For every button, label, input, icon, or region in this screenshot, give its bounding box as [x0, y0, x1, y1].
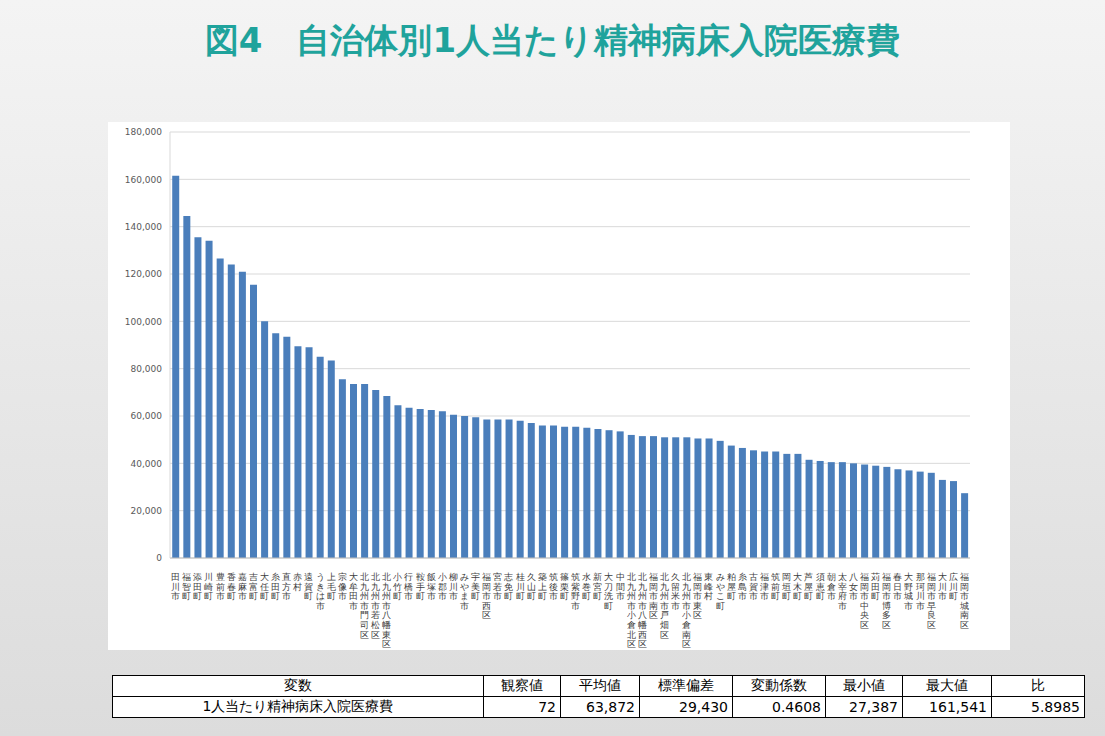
svg-text:大川市: 大川市	[938, 572, 947, 601]
svg-text:粕屋町: 粕屋町	[727, 572, 736, 601]
svg-text:添田町: 添田町	[193, 572, 202, 601]
svg-text:北九州市戸畑区: 北九州市戸畑区	[660, 572, 669, 640]
html-text:変数: 変数	[284, 677, 312, 693]
svg-text:北九州市門司区: 北九州市門司区	[360, 572, 369, 640]
svg-text:八女市: 八女市	[849, 572, 858, 601]
svg-text:新宮町: 新宮町	[593, 572, 602, 601]
svg-text:180,000: 180,000	[125, 127, 162, 137]
svg-text:大木町: 大木町	[793, 572, 802, 601]
svg-text:福岡市博多区: 福岡市博多区	[882, 572, 891, 630]
svg-text:160,000: 160,000	[125, 175, 162, 185]
svg-text:北九州市八幡西区: 北九州市八幡西区	[638, 572, 647, 649]
svg-text:香春町: 香春町	[227, 572, 236, 601]
html-text:63,872: 63,872	[586, 699, 635, 715]
svg-text:行橋市: 行橋市	[404, 572, 413, 601]
svg-text:みやま市: みやま市	[460, 572, 469, 611]
svg-text:遠賀町: 遠賀町	[304, 572, 313, 601]
svg-text:桂川町: 桂川町	[515, 572, 525, 601]
svg-text:60,000: 60,000	[131, 411, 163, 421]
html-text:72: 72	[538, 699, 556, 715]
svg-text:須恵町: 須恵町	[815, 572, 825, 601]
html-text:27,387: 27,387	[849, 699, 898, 715]
svg-text:飯塚市: 飯塚市	[426, 572, 436, 601]
svg-text:福津市: 福津市	[760, 572, 769, 601]
svg-text:岡垣町: 岡垣町	[781, 572, 791, 601]
svg-text:宗像市: 宗像市	[338, 572, 347, 601]
html-text:最小値: 最小値	[843, 677, 885, 693]
svg-text:広川町: 広川町	[949, 572, 958, 601]
svg-text:筑後市: 筑後市	[549, 572, 558, 601]
html-text:161,541: 161,541	[929, 699, 987, 715]
svg-text:福岡市中央区: 福岡市中央区	[860, 572, 869, 630]
svg-text:120,000: 120,000	[125, 269, 162, 279]
svg-text:筑紫野市: 筑紫野市	[571, 572, 580, 611]
svg-text:豊前市: 豊前市	[216, 572, 225, 601]
svg-text:赤村: 赤村	[292, 572, 302, 592]
svg-text:春日市: 春日市	[893, 572, 902, 601]
svg-text:筑前町: 筑前町	[771, 572, 780, 601]
svg-text:東峰村: 東峰村	[703, 572, 713, 601]
svg-text:北九州市小倉南区: 北九州市小倉南区	[682, 572, 691, 649]
svg-text:芦屋町: 芦屋町	[804, 572, 813, 601]
html-text:図4 自治体別1人当たり精神病床入院医療費: 図4 自治体別1人当たり精神病床入院医療費	[204, 20, 901, 60]
svg-text:柳川市: 柳川市	[449, 572, 458, 601]
svg-text:小郡市: 小郡市	[438, 572, 447, 601]
svg-text:那珂川市: 那珂川市	[916, 572, 925, 611]
html-text:5.8985: 5.8985	[1031, 699, 1080, 715]
svg-text:福智町: 福智町	[182, 572, 191, 601]
svg-text:古賀市: 古賀市	[749, 572, 758, 601]
svg-text:100,000: 100,000	[125, 317, 162, 327]
svg-text:嘉麻市: 嘉麻市	[238, 572, 247, 601]
svg-text:小竹町: 小竹町	[393, 572, 402, 601]
svg-text:北九州市八幡東区: 北九州市八幡東区	[382, 572, 391, 649]
svg-text:直方市: 直方市	[282, 572, 291, 601]
html-text:変動係数: 変動係数	[751, 677, 807, 693]
svg-text:上毛町: 上毛町	[327, 572, 336, 601]
svg-text:朝倉市: 朝倉市	[827, 572, 836, 601]
svg-text:水巻町: 水巻町	[582, 572, 591, 601]
html-text:比: 比	[1031, 677, 1045, 693]
svg-text:福岡市城南区: 福岡市城南区	[959, 572, 969, 630]
svg-text:20,000: 20,000	[131, 506, 163, 516]
svg-text:福岡市西区: 福岡市西区	[482, 572, 491, 620]
svg-text:久留米市: 久留米市	[671, 572, 680, 611]
svg-text:北九州市若松区: 北九州市若松区	[371, 572, 380, 640]
svg-text:福岡市南区: 福岡市南区	[649, 572, 658, 620]
svg-text:140,000: 140,000	[125, 222, 162, 232]
svg-text:糸島市: 糸島市	[738, 572, 747, 601]
html-text:0.4608: 0.4608	[772, 699, 821, 715]
html-text:1人当たり精神病床入院医療費: 1人当たり精神病床入院医療費	[202, 698, 394, 714]
svg-text:宇美町: 宇美町	[471, 572, 480, 601]
svg-text:大牟田市: 大牟田市	[349, 572, 358, 611]
svg-text:志免町: 志免町	[504, 572, 513, 601]
svg-text:うきは市: うきは市	[316, 572, 325, 611]
svg-text:篠栗町: 篠栗町	[560, 572, 569, 601]
svg-text:田川市: 田川市	[171, 572, 180, 601]
svg-text:太宰府市: 太宰府市	[838, 572, 847, 611]
svg-text:北九州市小倉北区: 北九州市小倉北区	[627, 572, 636, 649]
svg-text:宮若市: 宮若市	[493, 572, 502, 601]
svg-text:中間市: 中間市	[616, 572, 625, 601]
svg-text:福岡市早良区: 福岡市早良区	[927, 572, 936, 630]
svg-text:吉富町: 吉富町	[249, 572, 258, 601]
svg-text:鞍手町: 鞍手町	[416, 572, 425, 601]
html-text:観察値: 観察値	[501, 677, 543, 693]
svg-text:80,000: 80,000	[131, 364, 163, 374]
html-text:最大値: 最大値	[926, 677, 968, 693]
html-text:29,430: 29,430	[679, 699, 728, 715]
svg-text:みやこ町: みやこ町	[716, 572, 725, 611]
svg-text:0: 0	[156, 553, 162, 563]
html-text:標準偏差: 標準偏差	[658, 677, 714, 693]
svg-text:40,000: 40,000	[131, 459, 163, 469]
svg-text:川崎町: 川崎町	[204, 572, 213, 601]
svg-text:大任町: 大任町	[259, 572, 269, 601]
svg-text:糸田町: 糸田町	[271, 572, 280, 601]
svg-text:大刀洗町: 大刀洗町	[604, 572, 613, 611]
svg-text:苅田町: 苅田町	[871, 572, 880, 601]
svg-text:久山町: 久山町	[527, 572, 536, 601]
svg-text:福岡市東区: 福岡市東区	[693, 572, 702, 620]
svg-text:大野城市: 大野城市	[903, 572, 913, 611]
html-text:平均値: 平均値	[579, 677, 621, 693]
svg-text:築上町: 築上町	[538, 572, 547, 601]
